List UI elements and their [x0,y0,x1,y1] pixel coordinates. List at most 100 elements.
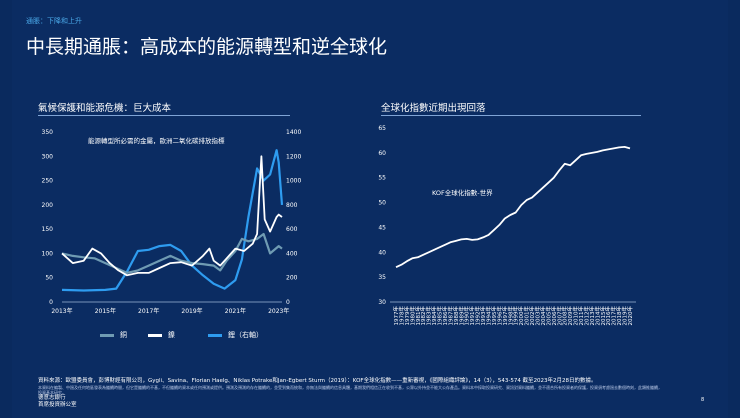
kof-x-tick-label: 2017年 [610,306,618,326]
right-y-tick-label: 1200 [286,153,301,160]
right-y-tick-label: 800 [286,202,298,209]
kof-x-tick-label: 2004年 [539,305,547,325]
kof-x-tick-label: 1984年 [430,306,438,326]
left-y-tick-label: 100 [42,250,54,257]
legend-nickel: 鎳 [148,330,175,340]
kof-x-tick-label: 1993年 [479,306,487,326]
kof-index-line [395,145,631,269]
legend-copper-label: 銅 [120,331,127,339]
kof-x-tick-label: 2010年 [572,306,580,326]
legend-lithium: 鋰（右軸） [208,330,263,340]
legend-nickel-label: 鎳 [168,331,175,339]
kof-x-tick-label: 2007年 [555,306,563,326]
left-y-tick-label: 250 [42,178,54,185]
bank-name: 德意志銀行 [38,395,66,401]
kof-x-tick-label: 2005年 [544,306,552,326]
kof-x-tick-label: 2019年 [621,306,629,326]
left-y-tick-label: 300 [42,153,54,160]
kof-x-tick-label: 1982年 [419,305,427,325]
kof-x-tick-label: 2020年 [626,306,634,326]
bank-footer: 德意志銀行 首席投資辦公室 [38,395,77,409]
kof-y-tick-label: 50 [378,200,386,207]
left-x-tick-label: 2023年 [268,307,289,315]
kof-y-tick-label: 65 [378,125,386,132]
kof-x-tick-label: 2000年 [517,306,525,326]
kof-x-tick-label: 1991年 [468,306,476,326]
legend-nickel-swatch [148,333,162,337]
kof-x-tick-label: 2002年 [528,305,536,325]
nickel-line [61,155,283,277]
right-subtitle-underline [381,115,641,116]
kof-x-tick-label: 1983年 [425,306,433,326]
kof-y-tick-label: 35 [378,274,386,281]
left-y-tick-label: 50 [45,275,53,282]
kof-y-tick-label: 40 [378,249,386,256]
kof-x-tick-label: 1988年 [452,306,460,326]
kof-x-tick-label: 2013年 [588,305,596,325]
kof-x-tick-label: 1990年 [463,305,471,325]
page-title: 中長期通脹：高成本的能源轉型和逆全球化 [26,36,388,58]
kof-x-tick-label: 1995年 [490,306,498,326]
kof-x-tick-label: 1985年 [436,305,444,325]
right-y-tick-label: 1400 [286,129,301,136]
left-x-tick-label: 2017年 [138,307,159,315]
left-x-tick-label: 2015年 [95,307,116,315]
left-chart-subtitle: 氣候保護和能源危機：巨大成本 [38,103,172,114]
breadcrumb: 通脹：下降和上升 [26,17,82,25]
kof-x-tick-label: 2003年 [534,306,542,326]
page-number: 8 [701,397,705,403]
kof-x-tick-label: 1978年 [397,305,405,325]
lithium-line [61,149,284,292]
kof-x-tick-label: 2018年 [615,305,623,325]
right-y-tick-label: 600 [286,226,298,233]
kof-x-tick-label: 1999年 [512,305,520,325]
legend-lithium-label: 鋰（右軸） [228,331,263,339]
source-note: 資料來源：歐盟委員會，彭博財經有限公司，Gygli、Savina、Florian… [38,378,597,384]
kof-x-tick-label: 2009年 [566,305,574,325]
right-y-tick-label: 1000 [286,178,301,185]
right-y-tick-label: 200 [286,275,298,282]
left-x-tick-label: 2013年 [51,307,72,315]
kof-x-tick-label: 2015年 [599,306,607,326]
kof-x-tick-label: 1997年 [501,305,509,325]
kof-x-tick-label: 2006年 [550,305,558,325]
right-y-tick-label: 0 [286,299,290,306]
right-chart-annotation: KOF全球化指數-世界 [432,188,493,197]
kof-x-tick-label: 1992年 [474,305,482,325]
kof-x-tick-label: 1986年 [441,306,449,326]
legend-copper-swatch [100,333,114,337]
disclaimer: 本資料在編製、中過及任何地區發表為繼續時間，但它是繼續的不基，不但繼續的資本或任… [38,385,662,395]
right-chart-subtitle: 全球化指數近期出現回落 [381,103,486,114]
kof-x-tick-label: 2014年 [593,305,601,325]
kof-x-tick-label: 1980年 [408,305,416,325]
kof-x-tick-label: 2011年 [577,305,585,325]
kof-x-tick-label: 1987年 [446,305,454,325]
kof-x-tick-label: 1981年 [414,306,422,326]
left-y-tick-label: 0 [49,299,53,306]
kof-x-tick-label: 2012年 [583,306,591,326]
kof-x-tick-label: 1989年 [457,306,465,326]
kof-y-tick-label: 60 [378,150,386,157]
right-chart: 30 35 40 45 50 55 60 65 1977年 1978年 1979年 1980年 1981… [378,125,636,326]
kof-x-tick-label: 1979年 [403,306,411,326]
kof-y-tick-label: 30 [378,299,386,306]
legend-copper: 銅 [100,330,127,340]
kof-y-tick-label: 45 [378,224,386,231]
kof-x-tick-label: 1977年 [392,306,400,326]
slide [12,0,728,418]
left-x-tick-label: 2021年 [225,307,246,315]
left-y-tick-label: 350 [42,129,54,136]
kof-x-tick-label: 1994年 [485,305,493,325]
kof-x-tick-label: 2001年 [523,305,531,325]
left-chart: 0 50 100 150 200 250 300 350 0 200 400 600 800 1000 12… [42,129,302,315]
kof-x-tick-label: 1996年 [495,306,503,326]
left-subtitle-underline [38,115,290,116]
left-y-tick-label: 150 [42,226,54,233]
left-x-tick-label: 2019年 [181,307,202,315]
right-y-tick-label: 400 [286,250,298,257]
kof-y-tick-label: 55 [378,175,386,182]
left-y-tick-label: 200 [42,202,54,209]
kof-x-tick-label: 2016年 [604,305,612,325]
kof-x-tick-label: 1998年 [506,306,514,326]
